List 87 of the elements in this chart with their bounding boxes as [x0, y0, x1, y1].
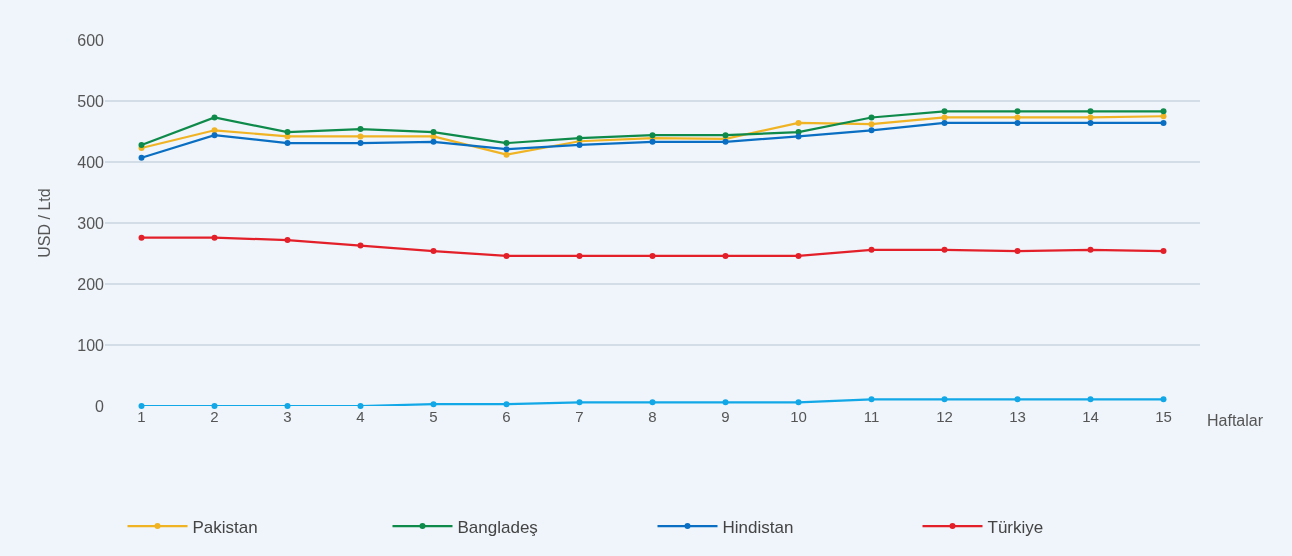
- point: [211, 234, 218, 241]
- point: [1160, 248, 1167, 255]
- point: [138, 234, 145, 241]
- point: [868, 114, 875, 121]
- point: [941, 114, 948, 121]
- y-tick-label: 100: [77, 336, 105, 354]
- y-tick-label: 0: [95, 397, 105, 415]
- point: [941, 246, 948, 253]
- y-tick-label: 500: [77, 92, 105, 110]
- point: [868, 246, 875, 253]
- point: [430, 248, 437, 255]
- point: [1160, 108, 1167, 115]
- point: [284, 140, 291, 147]
- legend-label: Bangladeş: [457, 517, 538, 537]
- point: [1087, 114, 1094, 121]
- point: [503, 252, 510, 259]
- point: [211, 403, 218, 409]
- point: [941, 119, 948, 126]
- y-axis-title: USD / Ltd: [36, 188, 54, 258]
- point: [795, 252, 802, 259]
- point: [211, 132, 218, 139]
- point: [138, 403, 145, 409]
- legend-label: Pakistan: [192, 517, 258, 537]
- point: [430, 129, 437, 136]
- point: [430, 138, 437, 145]
- point: [868, 127, 875, 134]
- y-tick-label: 400: [77, 153, 105, 171]
- x-tick-label: 7: [575, 408, 584, 425]
- legend-label: Türkiye: [987, 517, 1044, 537]
- point: [868, 121, 875, 128]
- point: [649, 252, 656, 259]
- point: [1087, 396, 1094, 403]
- point: [795, 399, 802, 406]
- x-tick-label: 1: [137, 408, 146, 425]
- x-tick-label: 10: [790, 408, 807, 425]
- point: [576, 399, 583, 406]
- point: [1160, 119, 1167, 126]
- point: [503, 401, 510, 408]
- point: [284, 129, 291, 136]
- y-tick-label: 200: [77, 275, 105, 293]
- x-tick-label: 13: [1009, 408, 1026, 425]
- x-tick-label: 5: [429, 408, 438, 425]
- point: [357, 140, 364, 147]
- x-tick-label: 15: [1155, 408, 1172, 425]
- point: [357, 242, 364, 249]
- point: [138, 154, 145, 161]
- point: [357, 126, 364, 133]
- point: [284, 237, 291, 244]
- point: [430, 401, 437, 408]
- point: [576, 252, 583, 259]
- x-tick-label: 11: [863, 408, 880, 425]
- point: [941, 108, 948, 115]
- point: [357, 403, 364, 409]
- x-tick-label: 6: [502, 408, 511, 425]
- point: [722, 399, 729, 406]
- point: [795, 119, 802, 126]
- point: [1087, 108, 1094, 115]
- y-tick-label: 600: [77, 31, 105, 49]
- point: [722, 252, 729, 259]
- point: [1014, 248, 1021, 255]
- point: [503, 151, 510, 158]
- point: [649, 399, 656, 406]
- x-tick-label: 14: [1082, 408, 1099, 425]
- point: [211, 114, 218, 121]
- point: [1087, 119, 1094, 126]
- x-tick-label: 3: [283, 408, 292, 425]
- x-tick-label: 2: [210, 408, 219, 425]
- x-tick-label: 12: [936, 408, 953, 425]
- x-tick-label: 9: [721, 408, 730, 425]
- point: [1160, 396, 1167, 403]
- point: [357, 133, 364, 140]
- x-tick-label: 8: [648, 408, 657, 425]
- x-axis-title: Haftalar: [1207, 412, 1264, 429]
- x-tick-label: 4: [356, 408, 365, 425]
- point: [1014, 119, 1021, 126]
- point: [795, 133, 802, 140]
- point: [868, 396, 875, 403]
- point: [1087, 246, 1094, 253]
- point: [1014, 114, 1021, 121]
- point: [503, 140, 510, 147]
- point: [1014, 396, 1021, 403]
- point: [503, 146, 510, 153]
- legend-label: Hindistan: [722, 517, 794, 537]
- point: [941, 396, 948, 403]
- y-tick-label: 300: [77, 214, 105, 232]
- point: [1014, 108, 1021, 115]
- point: [284, 403, 291, 409]
